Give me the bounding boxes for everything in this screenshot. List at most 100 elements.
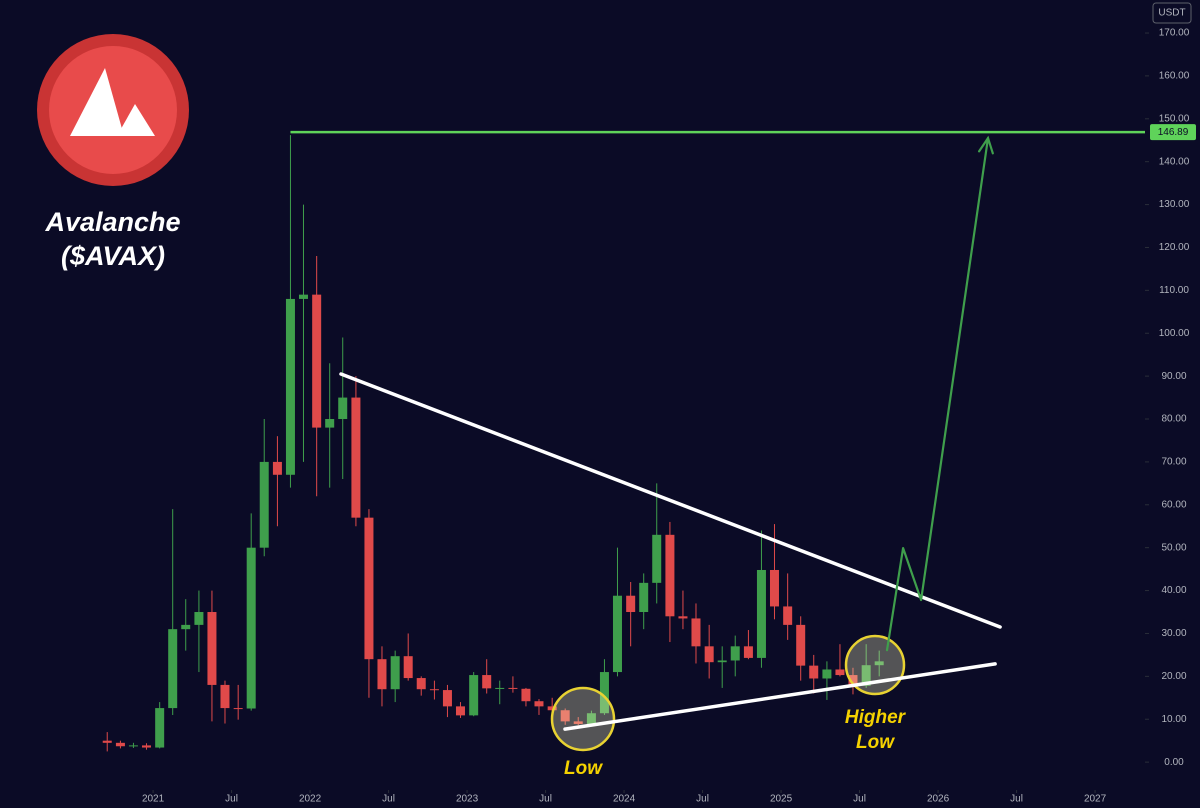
candle-body (835, 669, 845, 676)
candle-body (115, 742, 125, 747)
currency-label: USDT (1158, 8, 1185, 19)
candle-body (547, 706, 557, 711)
x-tick-label: Jul (225, 794, 238, 805)
candle-body (272, 461, 282, 475)
y-tick-label: 110.00 (1159, 285, 1189, 296)
candle-body (194, 612, 204, 625)
candle-body (455, 706, 465, 716)
annotation: Low (856, 732, 895, 753)
candle-body (312, 294, 322, 428)
candle-body (652, 534, 662, 583)
y-tick-label: 80.00 (1161, 414, 1186, 425)
candle-body (141, 745, 151, 748)
x-tick-label: 2023 (456, 794, 479, 805)
y-tick-label: 90.00 (1161, 371, 1186, 382)
plot-area: 0.00 10.00 20.00 30.00 40.00 50.00 60.00 70.00 8… (102, 28, 1190, 805)
candle-body (560, 710, 570, 722)
candle-body (521, 688, 531, 702)
candle-body (639, 582, 649, 613)
candle-body (128, 745, 138, 747)
x-tick-label: 2021 (142, 794, 165, 805)
chart-title: Avalanche (44, 207, 180, 237)
candle-body (482, 675, 492, 689)
candle-body (783, 606, 793, 625)
candle-body (874, 661, 884, 666)
y-tick-label: 50.00 (1161, 542, 1186, 553)
logo (37, 34, 189, 186)
y-tick-label: 150.00 (1159, 113, 1190, 124)
candle-body (848, 675, 858, 686)
y-tick-label: 70.00 (1161, 457, 1186, 468)
candle-body (416, 678, 426, 690)
candle-body (508, 687, 518, 689)
candle-body (599, 672, 609, 714)
candle-body (534, 701, 544, 707)
y-tick-label: 100.00 (1159, 328, 1190, 339)
candle-body (285, 298, 295, 475)
candle-body (861, 665, 871, 686)
candle-body (678, 616, 688, 619)
candle-body (351, 397, 361, 518)
y-tick-label: 170.00 (1159, 28, 1190, 39)
x-tick-label: Jul (696, 794, 709, 805)
candle-body (717, 660, 727, 663)
y-tick-label: 0.00 (1164, 757, 1184, 768)
candle-body (246, 547, 256, 709)
candle-body (769, 569, 779, 607)
candle-body (730, 646, 740, 661)
level-label: 146.89 (1158, 127, 1189, 138)
candle-body (181, 624, 191, 630)
candle-body (298, 294, 308, 299)
x-tick-label: Jul (1010, 794, 1023, 805)
currency-box (1152, 2, 1192, 24)
y-tick-label: 40.00 (1161, 585, 1186, 596)
candle-body (626, 595, 636, 613)
level-label-box (1150, 124, 1196, 141)
candle-body (756, 569, 766, 658)
candle-body (233, 708, 243, 710)
candle-body (259, 461, 269, 548)
trendline (563, 662, 997, 731)
y-tick-label: 30.00 (1161, 628, 1186, 639)
y-tick-label: 60.00 (1161, 499, 1186, 510)
candle-body (442, 690, 452, 707)
y-tick-label: 20.00 (1161, 671, 1186, 682)
x-tick-label: Jul (853, 794, 866, 805)
x-tick-label: Jul (382, 794, 395, 805)
candle-body (155, 708, 165, 748)
candle-body (665, 534, 675, 617)
candle-body (822, 669, 832, 679)
x-tick-label: 2027 (1084, 794, 1107, 805)
candle-body (207, 612, 217, 685)
candle-body (390, 656, 400, 690)
candle-body (364, 517, 374, 660)
y-tick-label: 10.00 (1161, 714, 1186, 725)
candle-body (612, 595, 622, 673)
annotation: Higher (845, 707, 907, 728)
low-highlight (550, 686, 616, 752)
y-tick-label: 130.00 (1159, 199, 1190, 210)
candle-body (796, 624, 806, 666)
y-tick-label: 160.00 (1159, 71, 1190, 82)
candle-body (573, 721, 583, 724)
candle-body (325, 419, 335, 428)
y-tick-label: 120.00 (1159, 242, 1190, 253)
x-tick-label: 2022 (299, 794, 322, 805)
x-tick-label: Jul (539, 794, 552, 805)
candle-body (429, 689, 439, 691)
candle-body (691, 618, 701, 647)
candle-body (704, 646, 714, 663)
chart-subtitle: ($AVAX) (61, 241, 165, 271)
x-tick-label: 2026 (927, 794, 950, 805)
x-tick-label: 2024 (613, 794, 636, 805)
candle-body (469, 675, 479, 716)
trendline (339, 372, 1002, 629)
candle-body (495, 687, 505, 689)
candle-body (743, 646, 753, 658)
candle-body (586, 713, 596, 724)
candle-body (809, 665, 819, 679)
candle-body (220, 684, 230, 709)
candle-body (338, 397, 348, 420)
